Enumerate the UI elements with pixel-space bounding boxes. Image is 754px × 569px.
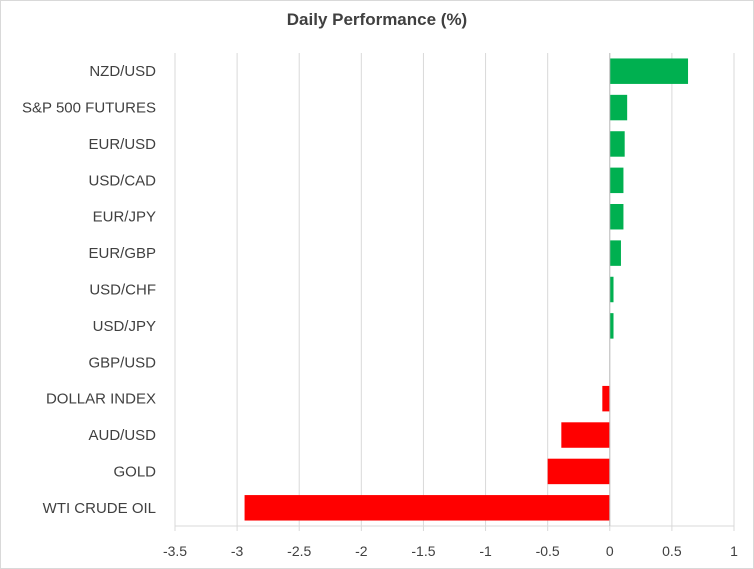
category-label: GOLD [113, 463, 156, 480]
x-tick-label: -1.5 [411, 543, 435, 559]
category-label: USD/CHF [89, 282, 156, 299]
bar [609, 240, 621, 266]
bar [609, 276, 614, 303]
x-tick-label: -2.5 [287, 543, 311, 559]
bar [609, 131, 625, 157]
category-label: EUR/GBP [88, 245, 156, 262]
category-label: NZD/USD [89, 63, 156, 80]
x-tick-label: 0.5 [662, 543, 682, 559]
bar [609, 313, 614, 339]
x-tick-label: -3.5 [163, 543, 187, 559]
category-label: EUR/JPY [93, 209, 156, 226]
bar [609, 58, 689, 84]
x-tick-label: -3 [231, 543, 244, 559]
bar [609, 203, 624, 230]
category-label: WTI CRUDE OIL [43, 500, 156, 517]
x-tick-label: -2 [355, 543, 368, 559]
x-tick-label: 0 [606, 543, 614, 559]
bar [561, 422, 610, 448]
category-label: AUD/USD [88, 427, 156, 444]
x-tick-label: 1 [730, 543, 738, 559]
category-label: GBP/USD [88, 354, 156, 371]
bar [244, 495, 610, 521]
category-label: S&P 500 FUTURES [22, 100, 156, 117]
x-tick-label: -1 [479, 543, 492, 559]
bar [547, 458, 610, 485]
category-label: USD/CAD [88, 172, 156, 189]
bar [609, 94, 628, 121]
chart-title: Daily Performance (%) [286, 10, 468, 29]
category-label: DOLLAR INDEX [46, 391, 156, 408]
bar [609, 167, 624, 194]
bar [602, 385, 610, 412]
category-label: EUR/USD [88, 136, 156, 153]
x-tick-label: -0.5 [536, 543, 560, 559]
category-label: USD/JPY [93, 318, 156, 335]
